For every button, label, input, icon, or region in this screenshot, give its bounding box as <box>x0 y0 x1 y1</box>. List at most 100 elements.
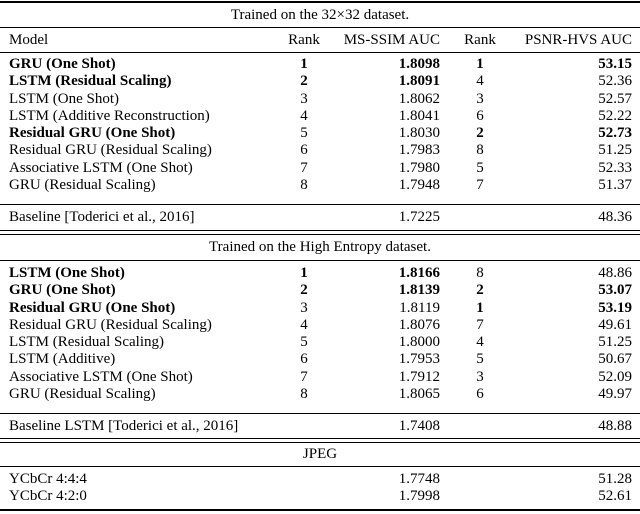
msssim-cell: 1.8166 <box>398 265 440 281</box>
msssim-cell: 1.7748 <box>398 471 440 487</box>
table-row: LSTM (One Shot) 3 1.8062 3 52.57 <box>0 91 640 108</box>
psnr-cell: 52.61 <box>598 488 632 505</box>
psnr-cell: 48.88 <box>598 418 632 434</box>
table-row: LSTM (Residual Scaling) 2 1.8091 4 52.36 <box>0 73 640 90</box>
baseline-row: Baseline LSTM [Toderici et al., 2016] 1.… <box>0 414 640 438</box>
msssim-cell: 1.8091 <box>398 73 440 90</box>
table-row: Residual GRU (Residual Scaling) 6 1.7983 8 5… <box>0 142 640 159</box>
model-cell: LSTM (Residual Scaling) <box>9 73 172 90</box>
table-row: Residual GRU (One Shot) 5 1.8030 2 52.73 <box>0 125 640 142</box>
table-row: Associative LSTM (One Shot) 7 1.7912 3 52.09 <box>0 369 640 386</box>
model-cell: LSTM (Additive) <box>9 351 116 368</box>
model-cell: GRU (One Shot) <box>9 56 116 72</box>
section-32x32-dataset: Trained on the 32×32 dataset. Model Rank… <box>0 3 640 235</box>
msssim-cell: 1.7225 <box>398 209 440 225</box>
psnr-cell: 51.37 <box>598 176 632 193</box>
column-header-msssim-auc: MS-SSIM AUC <box>343 32 440 48</box>
model-cell: Associative LSTM (One Shot) <box>9 159 193 176</box>
rank-msssim-cell: 5 <box>300 334 308 350</box>
msssim-cell: 1.8065 <box>398 385 440 402</box>
msssim-cell: 1.7912 <box>398 368 440 385</box>
table-row: LSTM (One Shot) 1 1.8166 8 48.86 <box>0 265 640 282</box>
psnr-cell: 50.67 <box>598 351 632 368</box>
model-cell: GRU (Residual Scaling) <box>9 176 156 193</box>
rank-psnr-cell: 1 <box>476 299 484 316</box>
psnr-cell: 49.97 <box>598 385 632 402</box>
column-header-psnr-hvs-auc: PSNR-HVS AUC <box>524 32 632 48</box>
msssim-cell: 1.7948 <box>398 176 440 193</box>
column-headers: Model Rank MS-SSIM AUC Rank PSNR-HVS AUC <box>0 28 640 52</box>
rank-msssim-cell: 2 <box>300 73 308 90</box>
table-row: Associative LSTM (One Shot) 7 1.7980 5 52.33 <box>0 160 640 177</box>
double-rule <box>0 230 640 235</box>
rank-psnr-cell: 5 <box>476 159 484 176</box>
table-row: LSTM (Residual Scaling) 5 1.8000 4 51.25 <box>0 334 640 351</box>
baseline-row: Baseline [Toderici et al., 2016] 1.7225 … <box>0 205 640 230</box>
rank-psnr-cell: 7 <box>476 176 484 193</box>
section-jpeg: JPEG YCbCr 4:4:4 1.7748 51.28 YCbCr 4:2:0 1.… <box>0 443 640 511</box>
psnr-cell: 53.19 <box>598 299 632 316</box>
model-cell: GRU (Residual Scaling) <box>9 385 156 402</box>
model-cell: Residual GRU (Residual Scaling) <box>9 142 212 159</box>
table-row: LSTM (Additive) 6 1.7953 5 50.67 <box>0 351 640 368</box>
rank-msssim-cell: 3 <box>300 90 308 107</box>
double-rule <box>0 438 640 443</box>
rank-msssim-cell: 6 <box>300 142 308 159</box>
model-cell: LSTM (Residual Scaling) <box>9 334 164 350</box>
rank-psnr-cell: 3 <box>476 368 484 385</box>
model-cell: LSTM (One Shot) <box>9 90 119 107</box>
psnr-cell: 52.57 <box>598 90 632 107</box>
msssim-cell: 1.8139 <box>398 282 440 299</box>
psnr-cell: 49.61 <box>598 316 632 333</box>
msssim-cell: 1.8098 <box>398 56 440 72</box>
model-cell: Baseline LSTM [Toderici et al., 2016] <box>9 418 239 434</box>
psnr-cell: 51.25 <box>598 142 632 159</box>
rank-msssim-cell: 1 <box>300 265 308 281</box>
msssim-cell: 1.8030 <box>398 125 440 141</box>
table-row: GRU (Residual Scaling) 8 1.7948 7 51.37 <box>0 177 640 194</box>
msssim-cell: 1.7998 <box>398 488 440 505</box>
column-header-model: Model <box>9 32 49 48</box>
rank-psnr-cell: 3 <box>476 90 484 107</box>
rank-msssim-cell: 4 <box>300 316 308 333</box>
psnr-cell: 52.33 <box>598 159 632 176</box>
bottom-rule <box>0 508 640 511</box>
model-cell: LSTM (One Shot) <box>9 265 125 281</box>
rank-psnr-cell: 7 <box>476 316 484 333</box>
rule <box>0 52 640 53</box>
section-high-entropy-dataset: Trained on the High Entropy dataset. LST… <box>0 235 640 443</box>
rank-psnr-cell: 8 <box>476 265 484 281</box>
rank-msssim-cell: 8 <box>300 176 308 193</box>
rule <box>0 260 640 261</box>
table-body: GRU (One Shot) 1 1.8098 1 53.15 LSTM (Residua… <box>0 53 640 204</box>
msssim-cell: 1.8119 <box>399 299 440 316</box>
msssim-cell: 1.8076 <box>398 316 440 333</box>
psnr-cell: 53.07 <box>598 282 632 299</box>
rank-msssim-cell: 5 <box>300 125 308 141</box>
model-cell: Residual GRU (One Shot) <box>9 125 176 141</box>
model-cell: Baseline [Toderici et al., 2016] <box>9 209 195 225</box>
rank-psnr-cell: 8 <box>476 142 484 159</box>
table-row: Residual GRU (Residual Scaling) 4 1.8076 7 4… <box>0 317 640 334</box>
table-row: Residual GRU (One Shot) 3 1.8119 1 53.19 <box>0 300 640 317</box>
msssim-cell: 1.7983 <box>398 142 440 159</box>
psnr-cell: 51.25 <box>598 334 632 350</box>
rank-psnr-cell: 1 <box>476 56 484 72</box>
rank-psnr-cell: 4 <box>476 73 484 90</box>
msssim-cell: 1.7980 <box>398 159 440 176</box>
rank-msssim-cell: 1 <box>300 56 308 72</box>
section-caption: Trained on the High Entropy dataset. <box>209 239 431 255</box>
table-row: GRU (One Shot) 1 1.8098 1 53.15 <box>0 56 640 73</box>
psnr-cell: 52.09 <box>598 368 632 385</box>
top-rule <box>0 1 640 3</box>
msssim-cell: 1.8041 <box>398 107 440 124</box>
column-header-rank-psnr: Rank <box>464 32 496 48</box>
psnr-cell: 48.36 <box>598 209 632 225</box>
psnr-cell: 52.22 <box>598 107 632 124</box>
table-row: YCbCr 4:4:4 1.7748 51.28 <box>0 471 640 488</box>
rank-psnr-cell: 6 <box>476 385 484 402</box>
rule <box>0 413 640 414</box>
psnr-cell: 52.73 <box>598 125 632 141</box>
model-cell: LSTM (Additive Reconstruction) <box>9 107 210 124</box>
rule <box>0 27 640 28</box>
